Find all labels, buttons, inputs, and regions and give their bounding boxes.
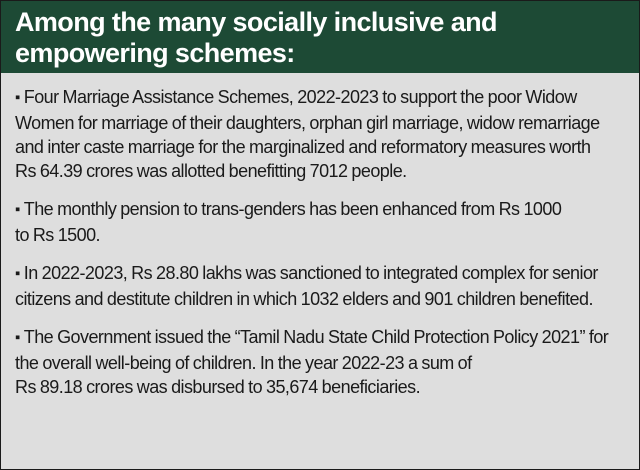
item-line: Four Marriage Assistance Schemes, 2022-2… [23,87,577,107]
bullet-icon: ▪ [15,89,20,106]
item-line: to Rs 1500. [15,225,101,245]
item-line: the overall well-being of children. In t… [15,353,472,373]
infobox-header: Among the many socially inclusive and em… [1,1,639,73]
bullet-icon: ▪ [15,329,20,346]
item-line: and inter caste marriage for the margina… [15,137,591,157]
item-line: In 2022-2023, Rs 28.80 lakhs was sanctio… [23,263,599,283]
bullet-icon: ▪ [15,265,20,282]
scheme-item-transgender-pension: ▪ The monthly pension to trans-genders ha… [15,197,629,247]
scheme-item-marriage-assistance: ▪ Four Marriage Assistance Schemes, 2022-… [15,85,629,183]
title-line-1: Among the many socially inclusive and [15,7,498,37]
scheme-item-child-protection: ▪ The Government issued the “Tamil Nadu S… [15,325,629,399]
item-line: Rs 64.39 crores was allotted benefitting… [15,161,407,181]
item-line: Women for marriage of their daughters, o… [15,113,600,133]
item-line: Rs 89.18 crores was disbursed to 35,674 … [15,377,421,397]
scheme-item-integrated-complex: ▪ In 2022-2023, Rs 28.80 lakhs was sancti… [15,261,629,311]
item-line: The monthly pension to trans-genders has… [23,199,562,219]
infobox-content: ▪ Four Marriage Assistance Schemes, 2022-… [1,73,639,399]
title-line-2: empowering schemes: [15,38,295,68]
item-line: citizens and destitute children in which… [15,289,593,309]
infobox-title: Among the many socially inclusive and em… [15,7,625,69]
item-line: The Government issued the “Tamil Nadu St… [23,327,609,347]
bullet-icon: ▪ [15,201,20,218]
